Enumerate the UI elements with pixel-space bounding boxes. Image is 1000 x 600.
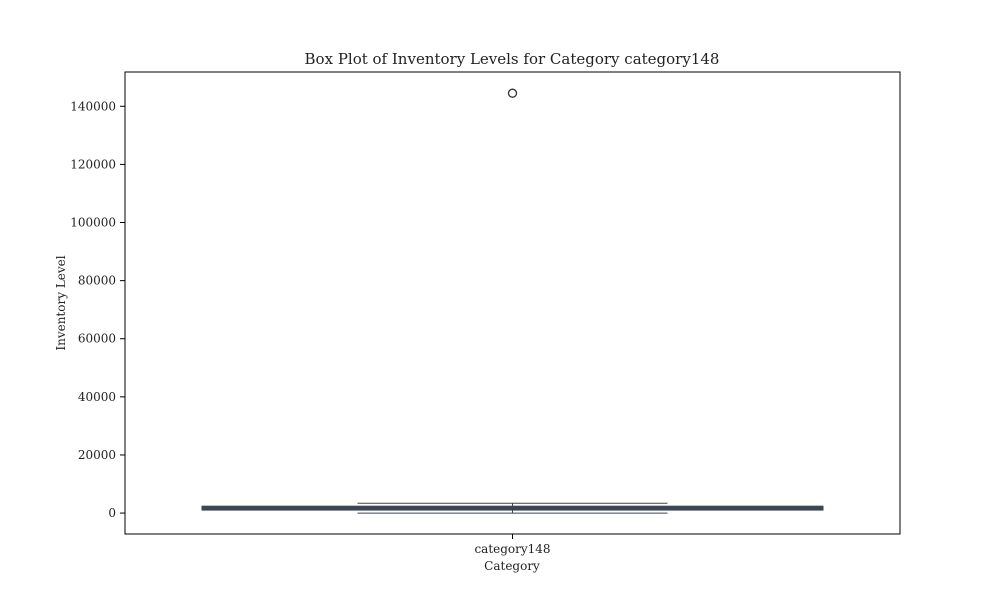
y-tick-label: 80000: [78, 274, 116, 288]
plot-area-frame: [124, 71, 901, 535]
x-axis-label: Category: [484, 559, 540, 573]
y-tick-label: 100000: [70, 216, 116, 230]
chart-title: Box Plot of Inventory Levels for Categor…: [305, 50, 720, 68]
x-tick-label: category148: [474, 542, 550, 556]
y-tick-label: 20000: [78, 448, 116, 462]
y-axis-ticks: 0 20000 40000 60000 80000 100000 120000 140000: [70, 99, 125, 520]
y-tick-label: 140000: [70, 99, 116, 113]
box-category148: [201, 88, 824, 514]
x-axis-ticks: category148: [474, 534, 551, 556]
y-tick-label: 120000: [70, 157, 116, 171]
y-tick-label: 40000: [78, 390, 116, 404]
y-axis-label: Inventory Level: [54, 255, 68, 350]
y-tick-label: 0: [108, 506, 116, 520]
y-tick-label: 60000: [78, 332, 116, 346]
box-series: [201, 88, 824, 514]
outlier-point: [507, 88, 518, 98]
